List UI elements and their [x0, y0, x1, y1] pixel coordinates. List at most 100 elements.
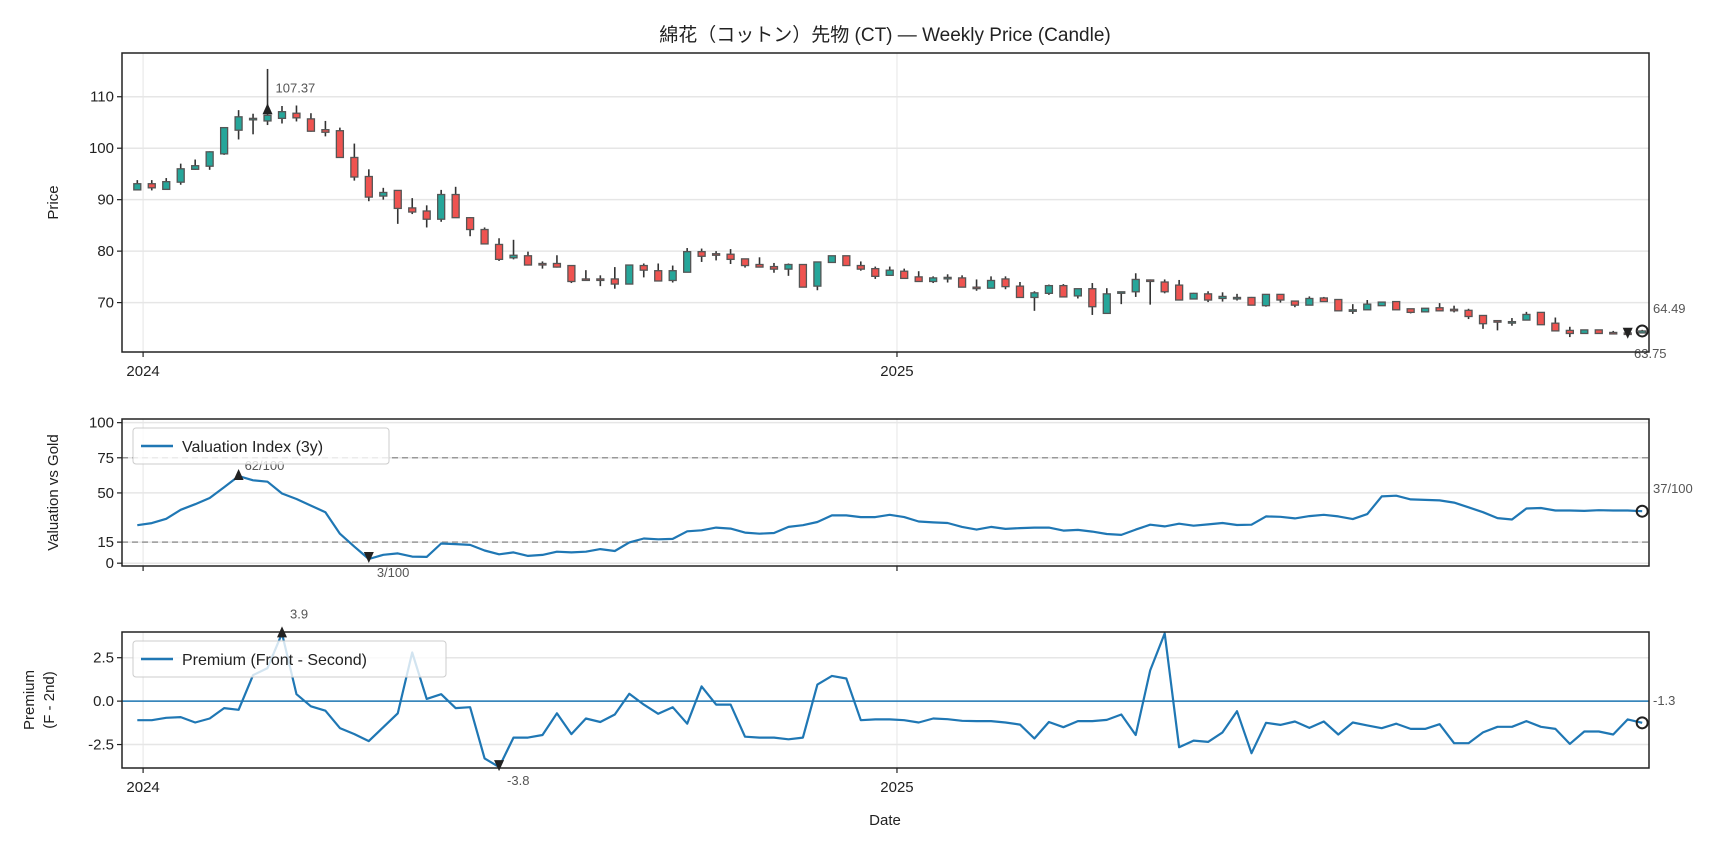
candle-body: [944, 277, 951, 279]
legend: Premium (Front - Second): [133, 641, 446, 677]
candle-body: [1248, 297, 1255, 305]
candle-body: [409, 208, 416, 212]
candle-body: [959, 278, 966, 287]
y-tick-label: 100: [89, 140, 114, 157]
candle-body: [1480, 315, 1487, 323]
candle-body: [1378, 302, 1385, 306]
candle-body: [1537, 312, 1544, 324]
candle-body: [1234, 297, 1241, 299]
min-annotation: -3.8: [507, 773, 529, 788]
candle-body: [1335, 300, 1342, 311]
candle-body: [1508, 322, 1515, 324]
candle-body: [1277, 294, 1284, 300]
y-tick-label: 0.0: [93, 693, 114, 710]
candle-body: [901, 271, 908, 278]
last-value-annotation: 37/100: [1653, 481, 1693, 496]
candle-body: [698, 252, 705, 257]
y-tick-label: 70: [97, 295, 114, 312]
max-annotation: 107.37: [276, 80, 316, 95]
candle-body: [553, 263, 560, 267]
candle-body: [365, 177, 372, 198]
valuation-line: [137, 476, 1642, 559]
candle-body: [1103, 294, 1110, 314]
candle-body: [452, 195, 459, 218]
candle-body: [1552, 323, 1559, 331]
candle-body: [293, 113, 300, 118]
candle-body: [988, 280, 995, 288]
last-value-annotation: 64.49: [1653, 301, 1686, 316]
candle-body: [481, 230, 488, 244]
candle-body: [1045, 286, 1052, 294]
candle-body: [1610, 332, 1617, 334]
candle-body: [597, 279, 604, 281]
candle-body: [582, 279, 589, 281]
candle-body: [684, 252, 691, 273]
legend-label: Valuation Index (3y): [182, 439, 323, 456]
min-annotation: 3/100: [377, 565, 410, 580]
chart-title: 綿花（コットン）先物 (CT) — Weekly Price (Candle): [659, 24, 1110, 46]
candle-body: [1523, 314, 1530, 320]
candle-body: [626, 265, 633, 284]
candle-body: [1393, 302, 1400, 310]
candle-body: [510, 255, 517, 258]
candle-body: [351, 157, 358, 177]
candle-body: [1161, 282, 1168, 292]
candle-body: [163, 182, 170, 190]
candle-body: [756, 265, 763, 268]
candle-body: [322, 130, 329, 133]
y-tick-label: 90: [97, 192, 114, 209]
candle-body: [1176, 285, 1183, 300]
candle-body: [1147, 280, 1154, 282]
candle-body: [336, 131, 343, 158]
x-tick-label: 2024: [126, 779, 159, 796]
max-annotation: 3.9: [290, 606, 308, 621]
last-value-annotation: -1.3: [1653, 693, 1675, 708]
candle-body: [742, 259, 749, 266]
candle-body: [886, 270, 893, 275]
candle-body: [423, 211, 430, 219]
candle-body: [1089, 289, 1096, 307]
candle-body: [1566, 330, 1573, 333]
y-tick-label: 100: [89, 415, 114, 432]
candle-body: [235, 117, 242, 130]
candle-body: [857, 266, 864, 270]
candle-body: [1002, 279, 1009, 287]
y-tick-label: 110: [90, 89, 114, 106]
candle-body: [177, 169, 184, 182]
candle-body: [1205, 294, 1212, 300]
candle-body: [1581, 330, 1588, 334]
legend-label: Premium (Front - Second): [182, 652, 367, 669]
max-marker-triangle-up-icon: [263, 103, 273, 114]
candle-body: [655, 271, 662, 281]
candle-body: [828, 256, 835, 263]
candle-body: [814, 262, 821, 286]
y-tick-label: 80: [97, 243, 114, 260]
y-tick-label: -2.5: [88, 737, 114, 754]
candle-body: [1306, 298, 1313, 305]
y-axis-label: Valuation vs Gold: [45, 434, 62, 550]
candle-body: [467, 218, 474, 230]
min-annotation: 63.75: [1634, 346, 1667, 361]
candle-body: [973, 287, 980, 289]
candle-body: [250, 118, 257, 120]
y-tick-label: 2.5: [93, 650, 114, 667]
x-tick-label: 2024: [126, 363, 159, 380]
candle-body: [1595, 330, 1602, 334]
candle-body: [1320, 298, 1327, 302]
x-tick-label: 2025: [880, 779, 913, 796]
candle-body: [380, 192, 387, 196]
candle-body: [915, 277, 922, 282]
y-axis-label: (F - 2nd): [41, 671, 58, 729]
candle-body: [1074, 289, 1081, 296]
candle-body: [1118, 292, 1125, 294]
candle-body: [438, 195, 445, 220]
y-tick-label: 75: [97, 450, 114, 467]
candle-body: [1060, 286, 1067, 297]
legend: Valuation Index (3y): [133, 428, 389, 464]
candle-body: [1262, 294, 1269, 305]
candle-body: [1219, 296, 1226, 298]
x-tick-label: 2025: [880, 363, 913, 380]
